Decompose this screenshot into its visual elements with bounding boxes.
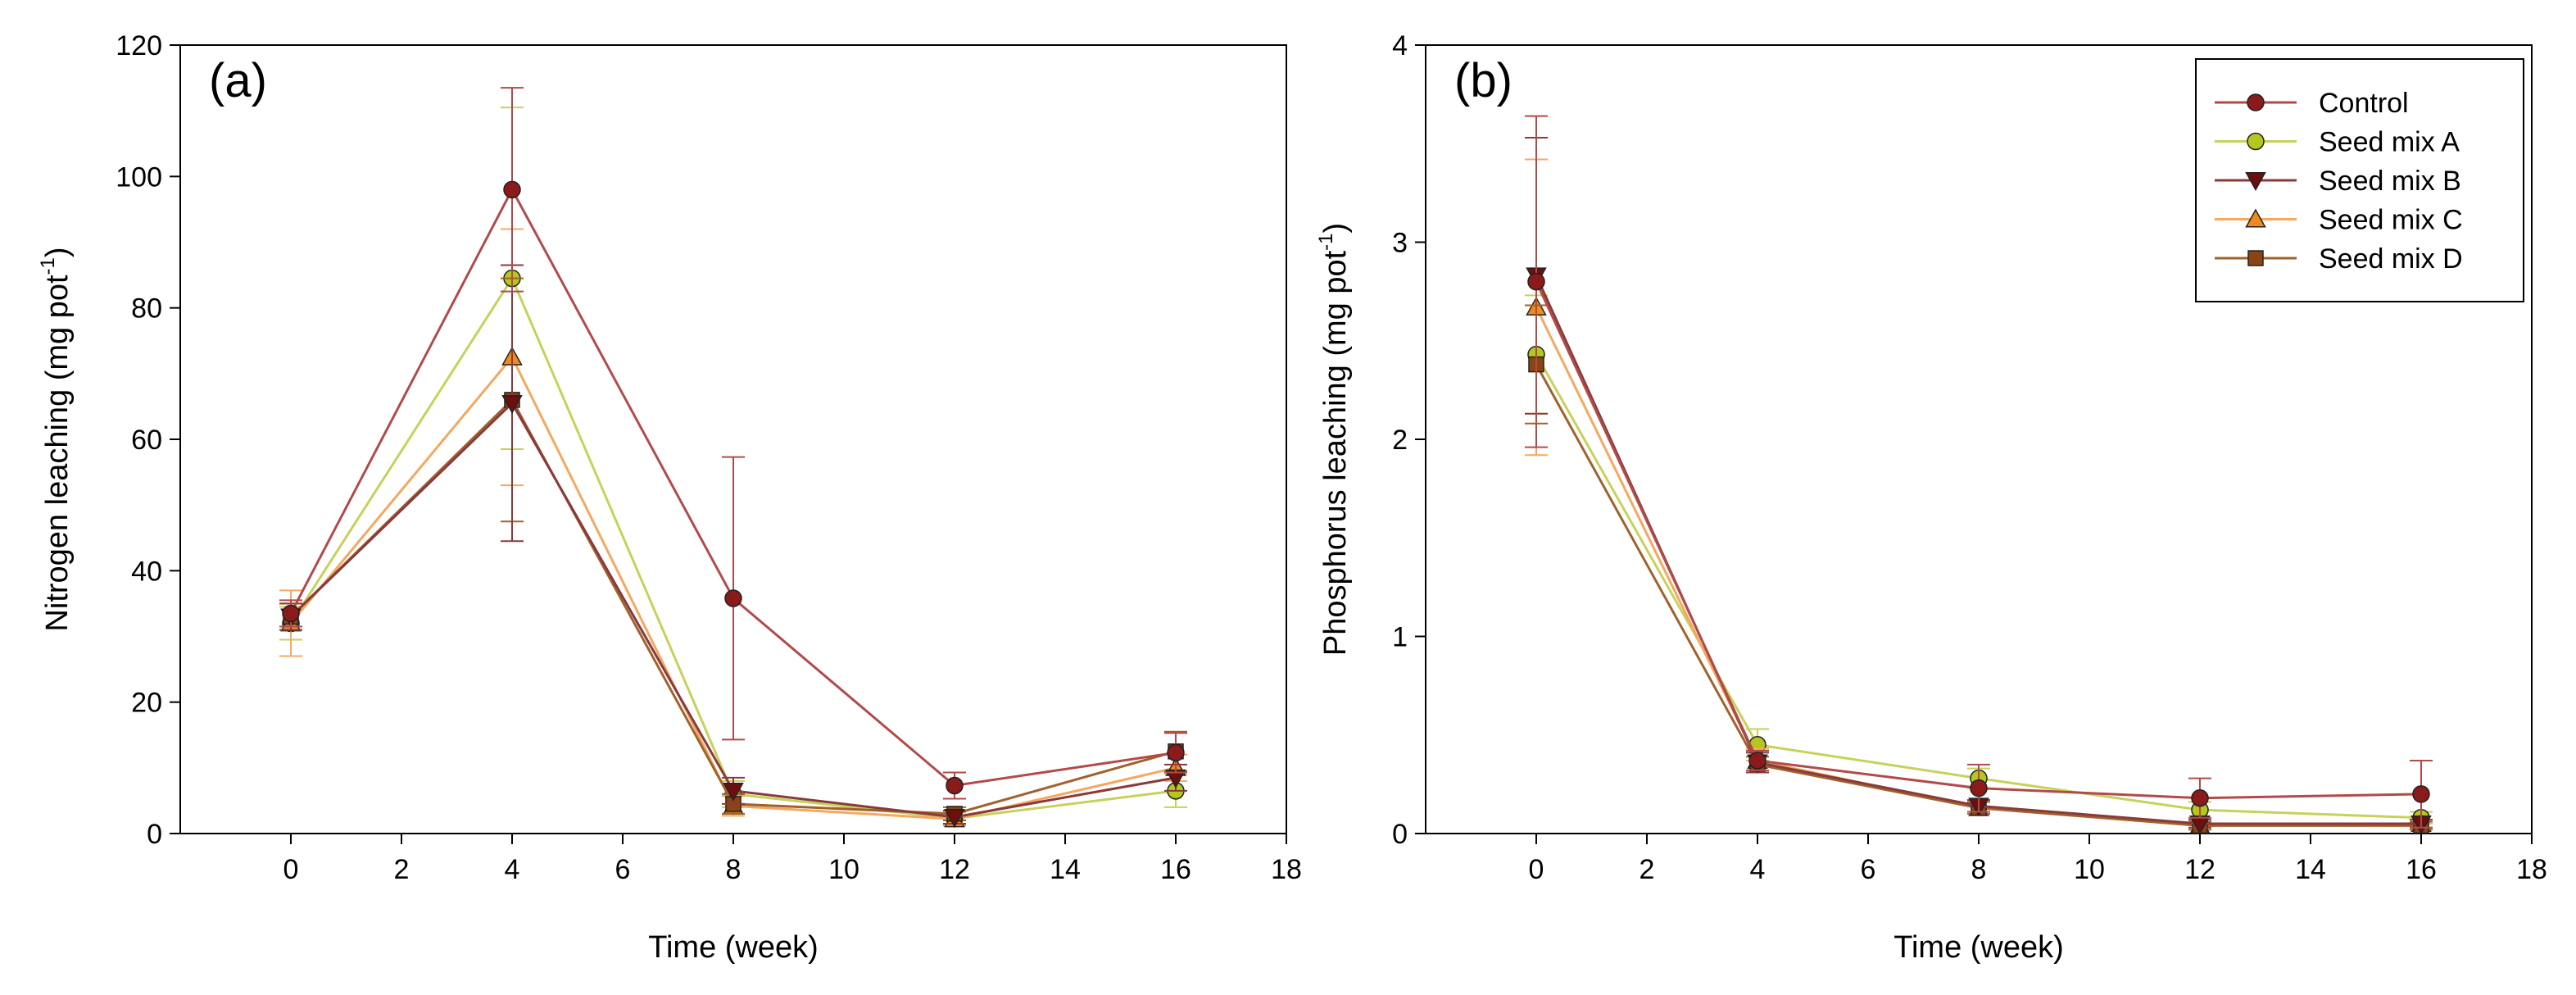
- y-tick-label: 4: [1392, 30, 1408, 61]
- panel-b: (b) Time (week) Phosphorus leaching (mg …: [1315, 30, 2547, 965]
- x-tick-label: 10: [2074, 854, 2105, 885]
- y-tick-label: 120: [116, 30, 162, 61]
- legend-label: Control: [2319, 88, 2409, 119]
- x-tick-label: 14: [2295, 854, 2326, 885]
- data-point: [2412, 785, 2430, 803]
- y-axis-title-end: ): [1318, 223, 1353, 234]
- y-tick-label: 2: [1392, 425, 1408, 456]
- x-tick-label: 8: [1971, 854, 1987, 885]
- y-axis-title-main: Nitrogen leaching (mg pot: [40, 275, 75, 632]
- data-point: [2191, 788, 2209, 807]
- y-tick-label: 3: [1392, 228, 1408, 259]
- y-tick-label: 0: [147, 819, 162, 850]
- legend-entry-seed-mix-c: Seed mix C: [2215, 205, 2463, 236]
- legend-marker: [2247, 93, 2265, 111]
- x-tick-label: 2: [1639, 854, 1655, 885]
- legend-marker: [2247, 250, 2264, 266]
- series-line: [1535, 280, 2422, 800]
- x-tick-label: 2: [394, 854, 410, 885]
- y-tick-label: 40: [131, 556, 162, 587]
- x-tick-label: 10: [828, 854, 859, 885]
- y-axis-title-superscript: -1: [37, 257, 59, 275]
- data-point: [501, 394, 523, 414]
- y-axis-title: Nitrogen leaching (mg pot-1): [37, 247, 75, 631]
- y-axis-title-main: Phosphorus leaching (mg pot: [1318, 250, 1353, 656]
- x-tick-label: 6: [1861, 854, 1876, 885]
- series-line: [1535, 353, 2422, 820]
- y-axis-title-end: ): [40, 247, 75, 257]
- legend-entry-seed-mix-d: Seed mix D: [2215, 243, 2463, 275]
- legend-label: Seed mix D: [2319, 243, 2463, 275]
- x-axis-title: Time (week): [1893, 930, 2064, 965]
- y-tick-label: 60: [131, 425, 162, 456]
- x-tick-label: 16: [1160, 854, 1191, 885]
- axis-ticks: 0 2 4 6 8 10 12 14 16 18 0 20 40 60 80 100 120: [116, 30, 1302, 885]
- y-axis-title-superscript: -1: [1315, 234, 1337, 251]
- x-tick-label: 8: [726, 854, 742, 885]
- panel-label: (a): [209, 54, 267, 107]
- y-axis-title: Phosphorus leaching (mg pot-1): [1315, 223, 1353, 656]
- data-point: [503, 180, 521, 199]
- y-tick-label: 0: [1392, 819, 1408, 850]
- data-point: [282, 604, 300, 623]
- x-tick-label: 12: [2184, 854, 2215, 885]
- series-seed-mix-d: [1525, 304, 2433, 834]
- legend-label: Seed mix B: [2319, 166, 2461, 197]
- legend-marker: [2245, 172, 2266, 192]
- data-point: [1167, 743, 1185, 762]
- y-tick-label: 100: [116, 161, 162, 193]
- series-seed-mix-b: [279, 264, 1187, 829]
- legend-entry-control: Control: [2215, 88, 2409, 119]
- legend-label: Seed mix A: [2319, 127, 2460, 158]
- legend-entry-seed-mix-a: Seed mix A: [2215, 127, 2460, 158]
- series-layer: [1525, 115, 2433, 835]
- data-point: [723, 782, 744, 802]
- legend: Control Seed mix A Seed mix B Seed mix C See…: [2195, 58, 2524, 302]
- series-control: [279, 87, 1187, 800]
- series-line: [1535, 363, 2421, 827]
- series-layer: [279, 87, 1187, 829]
- data-point: [946, 776, 964, 795]
- x-tick-label: 6: [615, 854, 631, 885]
- y-tick-label: 1: [1392, 622, 1408, 653]
- data-point: [1748, 752, 1766, 770]
- legend-marker: [2247, 132, 2265, 151]
- x-tick-label: 18: [2516, 854, 2547, 885]
- data-point: [944, 809, 965, 829]
- x-tick-label: 12: [939, 854, 970, 885]
- x-tick-label: 14: [1050, 854, 1081, 885]
- data-point: [724, 589, 742, 607]
- legend-label: Seed mix C: [2319, 205, 2463, 236]
- panel-a: (a) Time (week) Nitrogen leaching (mg po…: [37, 30, 1302, 965]
- data-point: [1970, 779, 1988, 797]
- x-tick-label: 16: [2406, 854, 2437, 885]
- x-tick-label: 4: [1750, 854, 1766, 885]
- series-line: [1535, 275, 2421, 825]
- y-tick-label: 80: [131, 293, 162, 325]
- x-tick-label: 0: [283, 854, 299, 885]
- panel-label: (b): [1454, 54, 1512, 107]
- x-axis-title: Time (week): [648, 930, 819, 965]
- legend-marker: [2245, 208, 2266, 228]
- data-point: [1527, 272, 1545, 291]
- x-tick-label: 18: [1271, 854, 1302, 885]
- x-tick-label: 4: [505, 854, 520, 885]
- series-control: [1525, 115, 2433, 829]
- y-tick-label: 20: [131, 688, 162, 719]
- legend-entry-seed-mix-b: Seed mix B: [2215, 166, 2461, 197]
- x-tick-label: 0: [1529, 854, 1544, 885]
